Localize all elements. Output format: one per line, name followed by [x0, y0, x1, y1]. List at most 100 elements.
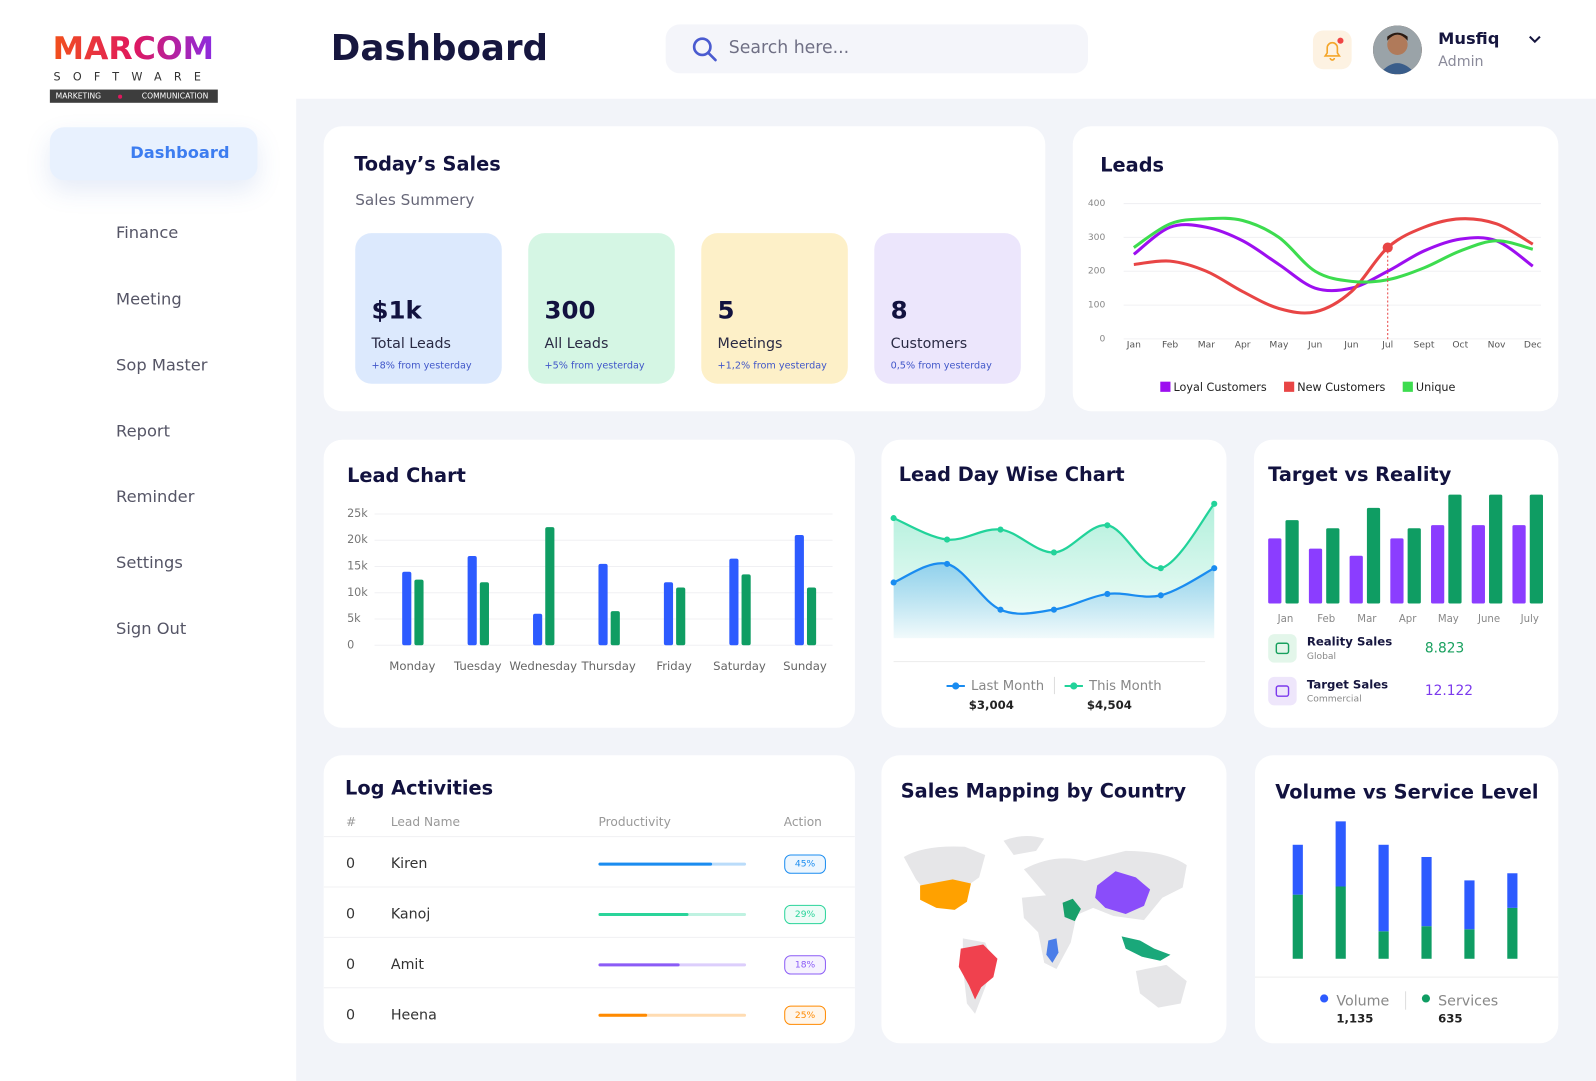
summary-value: 12.122: [1425, 683, 1473, 699]
nav-item[interactable]: Report: [50, 406, 258, 459]
x-tick-label: Oct: [1452, 340, 1468, 351]
nav-item[interactable]: Meeting: [50, 274, 258, 327]
tile-value: 5: [717, 296, 735, 325]
y-tick-label: 200: [1088, 266, 1106, 277]
card-subtitle: Sales Summery: [355, 191, 474, 209]
action-badge[interactable]: [784, 854, 826, 874]
bar: [1448, 494, 1462, 604]
action-badge[interactable]: [784, 1005, 826, 1025]
bar: [806, 587, 817, 646]
action-badge[interactable]: [784, 904, 826, 925]
card-title: Target vs Reality: [1268, 463, 1452, 486]
card-title: Lead Day Wise Chart: [899, 463, 1125, 486]
nav-item[interactable]: Dashboard: [49, 127, 258, 181]
y-tick-label: 25k: [347, 507, 368, 520]
legend-label: Loyal Customers: [1174, 381, 1267, 394]
nav-label: Sign Out: [116, 618, 187, 639]
bar: [1366, 507, 1381, 604]
x-tick-label: Jun: [1307, 340, 1323, 351]
card-title: Lead Chart: [347, 464, 466, 487]
legend-dot: [1320, 994, 1329, 1003]
bar: [402, 571, 412, 646]
tile-label: Customers: [890, 335, 968, 353]
y-tick-label: 5k: [347, 612, 361, 625]
tile-label: All Leads: [544, 335, 609, 353]
cell-id: 0: [346, 856, 355, 872]
lead-day-chart: Lead Day Wise Chart Last Month $3,004 This…: [890, 463, 1218, 712]
bar: [533, 613, 543, 646]
volume-card: Volume vs Service Level Volume 1,135 Servi…: [1254, 755, 1559, 1044]
tagline-dot: [118, 94, 123, 99]
y-tick-label: 15k: [347, 560, 368, 573]
nav-item[interactable]: Sop Master: [50, 340, 258, 393]
lead-chart: Lead Chart 0 5k 10k 15k 20k 25k Monday Tuesday W…: [347, 464, 833, 673]
x-tick-label: Dec: [1524, 340, 1542, 351]
cell-name: Kiren: [391, 856, 428, 872]
bell-icon: [1323, 37, 1344, 61]
tile-note: +1,2% from yesterday: [717, 360, 827, 372]
point: [890, 579, 897, 586]
y-tick-label: 10k: [347, 586, 368, 599]
x-tick-label: Feb: [1317, 614, 1335, 625]
x-tick-label: Jul: [1381, 340, 1393, 351]
nav-item[interactable]: Reminder: [50, 471, 258, 524]
nav-item[interactable]: Sign Out: [50, 604, 258, 657]
summary-tile: 5 Meetings +1,2% from yesterday: [701, 233, 848, 384]
bar: [467, 556, 477, 646]
point: [890, 515, 897, 522]
y-tick-label: 0: [347, 638, 354, 651]
log-card: Log Activities # Lead Name Productivity Act…: [323, 755, 855, 1044]
nav-label: Sop Master: [116, 355, 208, 375]
user-menu-chevron[interactable]: [1528, 35, 1542, 45]
summary-icon: [1268, 676, 1297, 706]
region-africa: [1046, 938, 1059, 963]
x-tick-label: Jan: [1277, 614, 1294, 625]
nav-item[interactable]: Finance: [50, 208, 258, 261]
summary-tile: $1k Total Leads +8% from yesterday: [355, 233, 502, 384]
legend-dot: [1070, 682, 1078, 690]
point: [1157, 565, 1164, 572]
stack-segment: [1421, 856, 1432, 927]
x-tick-label: June: [1477, 614, 1500, 625]
tile-label: Total Leads: [371, 335, 451, 353]
tagline-left: MARKETING: [56, 92, 102, 101]
y-tick-label: 0: [1100, 333, 1106, 344]
legend-label: New Customers: [1297, 381, 1385, 394]
column-header: Action: [784, 815, 822, 829]
progress-bar: [598, 1013, 648, 1017]
region-brazil: [958, 944, 998, 1000]
cell-name: Kanoj: [391, 906, 431, 922]
legend-label: Unique: [1416, 381, 1456, 394]
legend-total: 635: [1438, 1011, 1462, 1025]
bar: [1308, 548, 1323, 604]
legend-total: $3,004: [969, 698, 1014, 712]
stack-segment: [1335, 821, 1346, 887]
avatar[interactable]: [1373, 25, 1422, 75]
summary-sub: Global: [1307, 651, 1336, 662]
nav-label: Finance: [116, 222, 179, 243]
summary-label: Target Sales: [1307, 677, 1388, 691]
nav-item[interactable]: Settings: [50, 537, 258, 590]
leads-chart: Leads 0 100 200 300 400 Jan Feb Mar Apr May Jun Jun…: [1088, 153, 1542, 394]
cell-name: Heena: [391, 1007, 437, 1023]
bar: [1489, 494, 1503, 604]
point: [1104, 590, 1111, 597]
search-box[interactable]: Search here...: [665, 24, 1089, 74]
x-tick-label: Saturday: [713, 659, 766, 673]
x-tick-label: Wednesday: [509, 659, 577, 673]
action-badge[interactable]: [784, 955, 826, 975]
notification-button[interactable]: [1312, 30, 1352, 70]
x-tick-label: Sept: [1414, 340, 1435, 351]
user-role: Admin: [1438, 53, 1484, 71]
tagline-bar: [49, 89, 218, 103]
point: [1211, 565, 1218, 572]
x-tick-label: Mar: [1198, 340, 1216, 351]
target-chart: Target vs Reality Jan Feb Mar Apr May June Jul…: [1268, 463, 1543, 706]
legend-label: Services: [1438, 994, 1498, 1010]
bar: [610, 611, 620, 646]
nav-label: Meeting: [116, 289, 182, 309]
action-label: 29%: [795, 909, 816, 920]
card-title: Sales Mapping by Country: [901, 779, 1187, 802]
stack-segment: [1378, 931, 1389, 959]
point: [997, 526, 1004, 533]
